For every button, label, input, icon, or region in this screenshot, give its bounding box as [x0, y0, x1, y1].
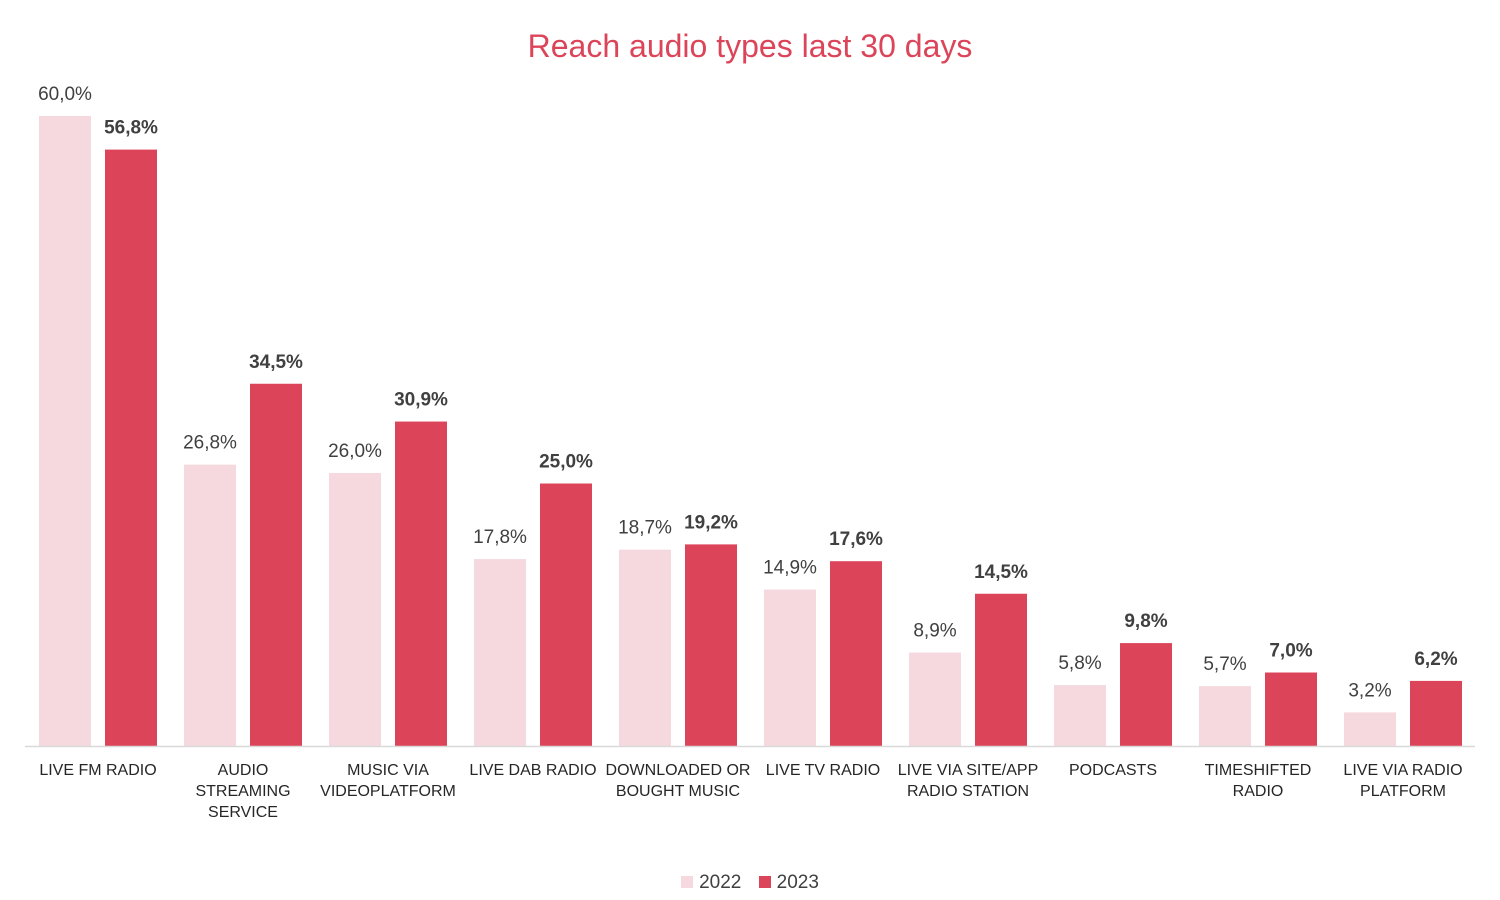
legend: 2022 2023 [0, 872, 1500, 894]
data-label-2023-1: 34,5% [249, 352, 303, 373]
bar-2023-3 [540, 483, 592, 746]
bar-2022-5 [764, 589, 816, 746]
category-label-line: MUSIC VIA [347, 762, 429, 779]
category-label-line: LIVE DAB RADIO [469, 762, 596, 779]
category-label-line: LIVE VIA SITE/APP [898, 762, 1039, 779]
bar-2022-0 [39, 116, 91, 746]
data-label-2022-0: 60,0% [38, 84, 92, 105]
data-label-2023-6: 14,5% [974, 562, 1028, 583]
data-label-2022-3: 17,8% [473, 527, 527, 548]
bar-2023-7 [1120, 643, 1172, 746]
bar-2023-5 [830, 561, 882, 746]
category-label-0: LIVE FM RADIO [39, 762, 156, 779]
data-label-2022-5: 14,9% [763, 558, 817, 579]
category-label-line: SERVICE [208, 804, 278, 821]
category-label-line: RADIO [1233, 783, 1284, 800]
data-label-2023-8: 7,0% [1269, 641, 1312, 662]
data-label-2022-4: 18,7% [618, 518, 672, 539]
category-label-1: AUDIO STREAMING SERVICE [195, 762, 290, 821]
category-label-2: MUSIC VIA VIDEOPLATFORM [320, 762, 456, 800]
category-label-line: VIDEOPLATFORM [320, 783, 456, 800]
category-label-9: LIVE VIA RADIO PLATFORM [1343, 762, 1462, 800]
category-label-4: DOWNLOADED OR BOUGHT MUSIC [606, 762, 751, 800]
legend-label-2022: 2022 [699, 872, 742, 893]
bar-2023-2 [395, 421, 447, 746]
category-label-line: PODCASTS [1069, 762, 1157, 779]
data-label-2022-9: 3,2% [1348, 680, 1391, 701]
bar-2023-6 [975, 593, 1027, 746]
data-label-2023-9: 6,2% [1414, 649, 1457, 670]
data-label-2022-6: 8,9% [913, 621, 956, 642]
bar-2022-7 [1054, 685, 1106, 746]
category-label-8: TIMESHIFTED RADIO [1205, 762, 1312, 800]
data-label-2023-0: 56,8% [104, 118, 158, 139]
bar-2022-1 [184, 464, 236, 746]
category-label-7: PODCASTS [1069, 762, 1157, 779]
bar-2022-9 [1344, 712, 1396, 746]
bar-2023-4 [685, 544, 737, 746]
data-label-2023-5: 17,6% [829, 529, 883, 550]
bar-2022-3 [474, 559, 526, 746]
bar-2023-1 [250, 383, 302, 746]
category-label-line: PLATFORM [1360, 783, 1446, 800]
category-label-line: STREAMING [195, 783, 290, 800]
category-label-3: LIVE DAB RADIO [469, 762, 596, 779]
category-label-line: DOWNLOADED OR [606, 762, 751, 779]
legend-item-2023: 2023 [758, 872, 819, 894]
bar-2022-2 [329, 473, 381, 746]
bar-2022-6 [909, 652, 961, 746]
category-label-line: AUDIO [218, 762, 269, 779]
bar-2022-4 [619, 549, 671, 746]
category-label-6: LIVE VIA SITE/APP RADIO STATION [898, 762, 1039, 800]
category-label-line: LIVE TV RADIO [766, 762, 880, 779]
category-label-5: LIVE TV RADIO [766, 762, 880, 779]
legend-swatch-2022 [681, 876, 694, 888]
legend-label-2023: 2023 [776, 872, 819, 893]
bar-2023-9 [1410, 680, 1462, 746]
data-label-2022-7: 5,8% [1058, 653, 1101, 674]
data-label-2022-8: 5,7% [1203, 654, 1246, 675]
bar-2022-8 [1199, 686, 1251, 746]
category-label-line: TIMESHIFTED [1205, 762, 1312, 779]
data-label-2022-1: 26,8% [183, 433, 237, 454]
bar-2023-0 [105, 149, 157, 747]
category-label-line: RADIO STATION [907, 783, 1029, 800]
data-label-2023-3: 25,0% [539, 452, 593, 473]
data-label-2022-2: 26,0% [328, 441, 382, 462]
category-label-line: LIVE FM RADIO [39, 762, 156, 779]
data-label-2023-7: 9,8% [1124, 611, 1167, 632]
category-label-line: LIVE VIA RADIO [1343, 762, 1462, 779]
legend-swatch-2023 [758, 876, 771, 888]
bar-2023-8 [1265, 672, 1317, 746]
data-label-2023-4: 19,2% [684, 512, 738, 533]
chart-title: Reach audio types last 30 days [527, 28, 973, 64]
legend-item-2022: 2022 [681, 872, 741, 894]
category-label-line: BOUGHT MUSIC [616, 783, 740, 800]
data-label-2023-2: 30,9% [394, 390, 448, 411]
